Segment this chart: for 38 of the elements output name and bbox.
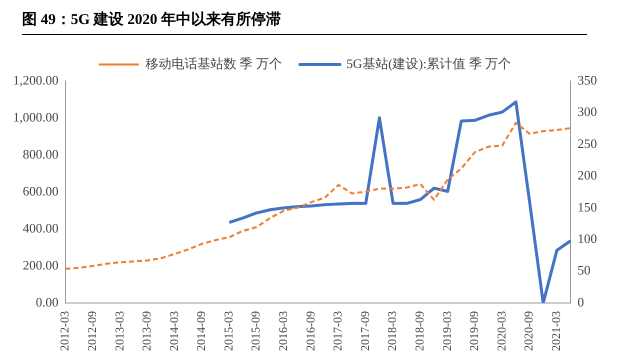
y-tick-label: 1,000.00 — [13, 109, 58, 124]
x-tick-label: 2019-09 — [467, 311, 482, 352]
x-tick-label: 2013-09 — [140, 311, 154, 352]
y-tick-label: 400.00 — [22, 220, 58, 236]
x-tick-label: 2012-09 — [84, 311, 99, 352]
x-tick-label: 2019-03 — [440, 311, 454, 352]
y2-tick-label: 150 — [578, 199, 597, 214]
y-tick-label: 1,200.00 — [13, 72, 58, 88]
y2-tick-label: 50 — [578, 262, 590, 278]
x-tick-label: 2014-09 — [194, 311, 208, 352]
x-tick-label: 2016-09 — [303, 311, 318, 352]
x-tick-label: 2021-03 — [549, 311, 564, 352]
x-tick-label: 2020-09 — [522, 311, 536, 352]
x-tick-label: 2014-03 — [166, 311, 181, 352]
y-tick-label: 200.00 — [22, 257, 58, 272]
y2-tick-label: 350 — [578, 72, 597, 88]
x-tick-label: 2017-03 — [330, 311, 345, 352]
y2-tick-label: 0 — [578, 294, 584, 310]
y-tick-label: 600.00 — [22, 183, 58, 198]
x-tick-label: 2015-03 — [221, 311, 236, 352]
x-tick-label: 2016-03 — [276, 311, 290, 352]
y2-tick-label: 100 — [578, 230, 597, 246]
x-tick-label: 2013-03 — [112, 311, 126, 352]
y2-tick-label: 250 — [578, 136, 597, 151]
x-tick-label: 2018-03 — [385, 311, 400, 352]
y2-tick-label: 300 — [578, 104, 597, 120]
legend-label: 5G基站(建设):累计值 季 万个 — [346, 56, 512, 71]
line-series — [64, 122, 572, 270]
y2-tick-label: 200 — [578, 168, 597, 183]
x-tick-label: 2018-09 — [412, 311, 427, 352]
x-tick-label: 2020-03 — [494, 311, 508, 352]
x-tick-label: 2012-03 — [58, 311, 72, 352]
x-tick-label: 2015-09 — [248, 311, 263, 352]
y-tick-label: 800.00 — [22, 146, 58, 162]
chart-title: 图 49：5G 建设 2020 年中以来有所停滞 — [22, 10, 587, 35]
legend-label: 移动电话基站数 季 万个 — [145, 56, 282, 71]
x-tick-label: 2017-09 — [358, 311, 372, 352]
y-tick-label: 0.00 — [36, 294, 58, 310]
